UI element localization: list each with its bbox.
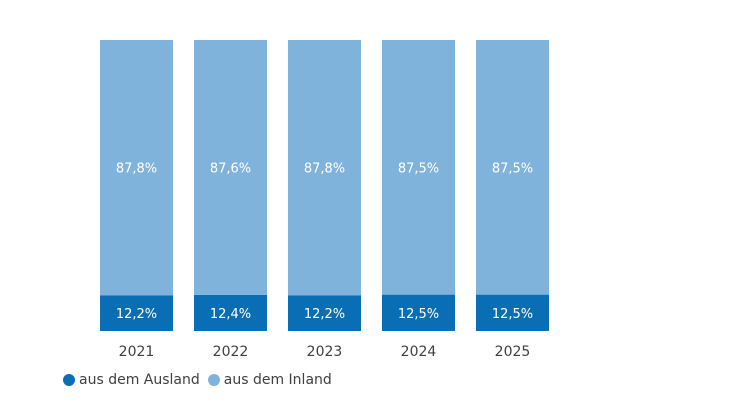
bar-inland-2022: [194, 40, 267, 295]
data-label-inland-2024: 87,5%: [398, 161, 439, 176]
x-tick-label-2025: 2025: [495, 344, 531, 360]
data-label-ausland-2025: 12,5%: [492, 307, 533, 322]
bar-ausland-2024: [382, 294, 455, 331]
data-label-ausland-2024: 12,5%: [398, 307, 439, 322]
x-tick-label-2021: 2021: [119, 344, 155, 360]
legend-item-inland: aus dem Inland: [207, 372, 332, 388]
bar-ausland-2023: [288, 295, 361, 331]
bar-inland-2024: [382, 40, 455, 295]
bar-ausland-2021: [100, 295, 173, 331]
data-label-inland-2021: 87,8%: [116, 162, 157, 177]
data-label-inland-2022: 87,6%: [210, 161, 251, 176]
bar-ausland-2025: [476, 294, 549, 331]
bar-inland-2021: [100, 40, 173, 296]
bar-ausland-2022: [194, 294, 267, 331]
x-tick-label-2023: 2023: [307, 344, 343, 360]
legend: aus dem Ausland aus dem Inland: [63, 372, 340, 388]
data-label-ausland-2022: 12,4%: [210, 307, 251, 322]
data-label-inland-2025: 87,5%: [492, 161, 533, 176]
data-label-inland-2023: 87,8%: [304, 162, 345, 177]
x-tick-label-2024: 2024: [401, 344, 437, 360]
legend-label-ausland: aus dem Ausland: [79, 372, 200, 388]
data-label-ausland-2021: 12,2%: [116, 307, 157, 322]
legend-swatch-ausland: [63, 374, 75, 386]
bar-inland-2025: [476, 40, 549, 295]
legend-swatch-inland: [207, 374, 220, 386]
data-label-ausland-2023: 12,2%: [304, 307, 345, 322]
x-tick-label-2022: 2022: [213, 344, 249, 360]
legend-item-ausland: aus dem Ausland: [63, 372, 200, 388]
legend-label-inland: aus dem Inland: [223, 372, 332, 388]
bar-inland-2023: [288, 40, 361, 296]
